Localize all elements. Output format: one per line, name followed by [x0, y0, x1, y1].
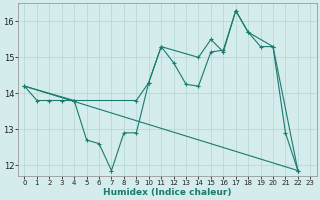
X-axis label: Humidex (Indice chaleur): Humidex (Indice chaleur)	[103, 188, 232, 197]
